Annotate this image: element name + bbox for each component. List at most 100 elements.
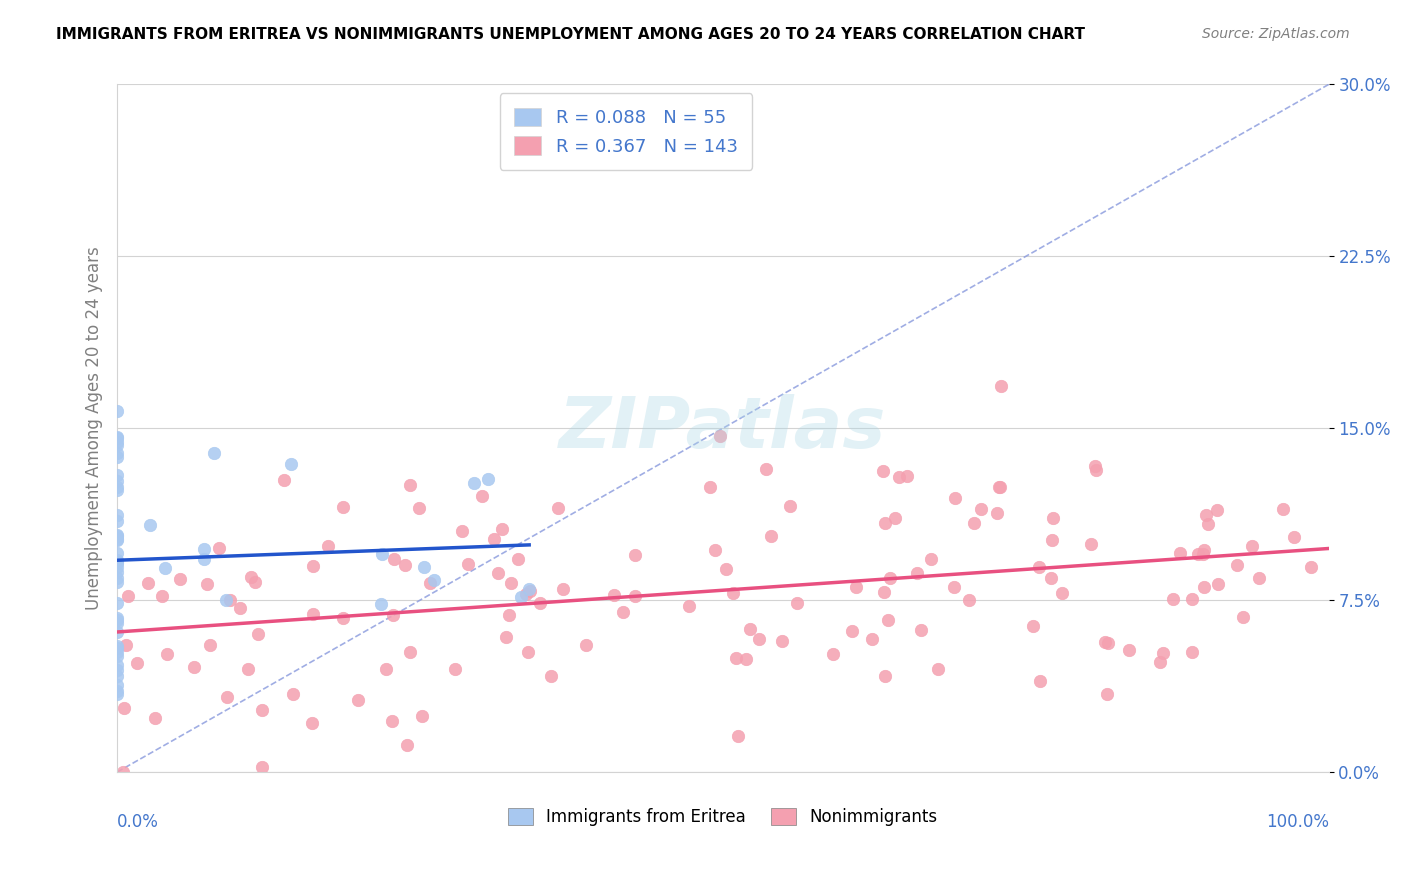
Point — [1232, 610, 1254, 624]
Point — [873, 669, 896, 683]
Point — [105, 529, 128, 543]
Point — [105, 663, 128, 677]
Point — [1197, 516, 1219, 531]
Point — [962, 516, 984, 531]
Point — [105, 480, 128, 494]
Point — [709, 429, 731, 443]
Point — [1192, 580, 1215, 594]
Point — [477, 472, 499, 486]
Point — [419, 576, 441, 591]
Point — [105, 560, 128, 574]
Point — [105, 625, 128, 640]
Point — [1085, 463, 1108, 477]
Point — [105, 683, 128, 698]
Point — [988, 480, 1011, 494]
Point — [1095, 687, 1118, 701]
Point — [219, 592, 242, 607]
Point — [105, 669, 128, 683]
Point — [723, 586, 745, 600]
Point — [1097, 636, 1119, 650]
Point — [759, 529, 782, 543]
Point — [252, 760, 274, 774]
Point — [529, 596, 551, 610]
Point — [451, 524, 474, 538]
Point — [990, 379, 1012, 393]
Point — [105, 595, 128, 609]
Point — [105, 687, 128, 701]
Point — [724, 650, 747, 665]
Point — [408, 500, 430, 515]
Point — [873, 516, 896, 530]
Point — [943, 580, 966, 594]
Point — [183, 659, 205, 673]
Point — [105, 483, 128, 497]
Point — [105, 641, 128, 656]
Point — [1284, 530, 1306, 544]
Point — [1192, 542, 1215, 557]
Point — [501, 576, 523, 591]
Point — [877, 613, 900, 627]
Point — [986, 507, 1008, 521]
Point — [845, 580, 868, 594]
Point — [105, 532, 128, 546]
Point — [1168, 546, 1191, 560]
Point — [105, 615, 128, 630]
Point — [699, 480, 721, 494]
Point — [229, 600, 252, 615]
Point — [301, 558, 323, 573]
Point — [498, 607, 520, 622]
Point — [105, 556, 128, 570]
Point — [301, 715, 323, 730]
Point — [841, 624, 863, 639]
Point — [273, 473, 295, 487]
Point — [208, 541, 231, 555]
Point — [195, 577, 218, 591]
Point — [193, 542, 215, 557]
Point — [515, 587, 537, 601]
Point — [127, 656, 149, 670]
Point — [302, 607, 325, 621]
Point — [1050, 585, 1073, 599]
Point — [748, 632, 770, 646]
Point — [1161, 592, 1184, 607]
Legend: Immigrants from Eritrea, Nonimmigrants: Immigrants from Eritrea, Nonimmigrants — [502, 801, 945, 832]
Point — [155, 647, 177, 661]
Point — [281, 687, 304, 701]
Point — [860, 632, 883, 646]
Point — [1206, 577, 1229, 591]
Point — [280, 457, 302, 471]
Point — [202, 446, 225, 460]
Point — [495, 630, 517, 644]
Point — [105, 528, 128, 542]
Point — [169, 573, 191, 587]
Point — [506, 552, 529, 566]
Point — [551, 582, 574, 597]
Point — [215, 592, 238, 607]
Point — [105, 438, 128, 452]
Point — [872, 465, 894, 479]
Point — [1240, 539, 1263, 553]
Y-axis label: Unemployment Among Ages 20 to 24 years: Unemployment Among Ages 20 to 24 years — [86, 246, 103, 610]
Point — [945, 491, 967, 506]
Point — [105, 657, 128, 672]
Point — [575, 638, 598, 652]
Point — [1094, 634, 1116, 648]
Point — [612, 605, 634, 619]
Text: 100.0%: 100.0% — [1265, 814, 1329, 831]
Point — [734, 652, 756, 666]
Point — [988, 480, 1011, 494]
Point — [105, 610, 128, 624]
Point — [779, 499, 801, 513]
Point — [755, 462, 778, 476]
Point — [970, 501, 993, 516]
Point — [896, 469, 918, 483]
Point — [112, 765, 135, 780]
Point — [105, 678, 128, 692]
Point — [399, 477, 422, 491]
Point — [332, 611, 354, 625]
Point — [382, 551, 405, 566]
Text: IMMIGRANTS FROM ERITREA VS NONIMMIGRANTS UNEMPLOYMENT AMONG AGES 20 TO 24 YEARS : IMMIGRANTS FROM ERITREA VS NONIMMIGRANTS… — [56, 27, 1085, 42]
Point — [1080, 537, 1102, 551]
Point — [243, 574, 266, 589]
Point — [136, 575, 159, 590]
